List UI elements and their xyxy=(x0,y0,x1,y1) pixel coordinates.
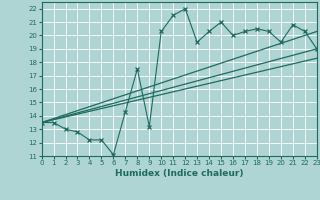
X-axis label: Humidex (Indice chaleur): Humidex (Indice chaleur) xyxy=(115,169,244,178)
